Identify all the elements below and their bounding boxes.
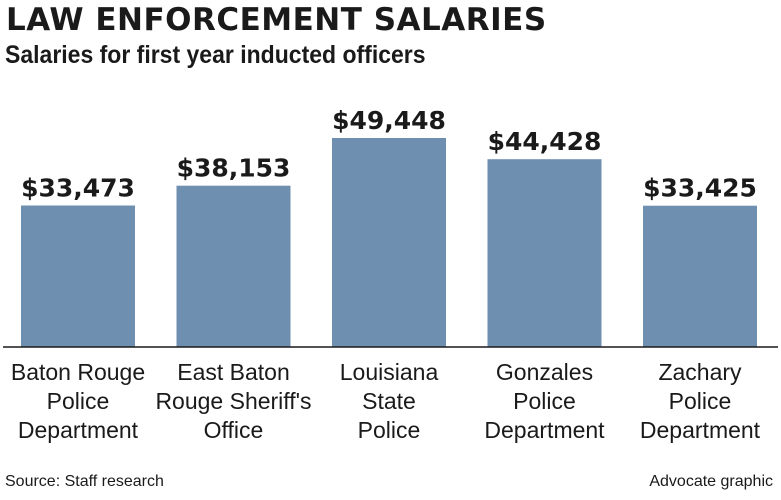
graphic-credit: Advocate graphic [649, 473, 773, 490]
category-label-2-line-1: State [362, 388, 416, 414]
value-label-2: $49,448 [332, 106, 446, 135]
category-label-4-line-0: Zachary [658, 359, 742, 385]
category-label-1-line-2: Office [204, 417, 264, 443]
chart-subtitle: Salaries for first year inducted officer… [5, 41, 426, 69]
bar-chart: $33,473 Baton Rouge Police Department $38,15… [3, 106, 778, 443]
category-label-2-line-2: Police [358, 417, 421, 443]
bar-0 [21, 205, 135, 347]
category-label-4-line-2: Department [640, 417, 761, 443]
value-label-4: $33,425 [643, 174, 757, 203]
category-label-4-line-1: Police [669, 388, 732, 414]
bar-4 [643, 205, 757, 347]
value-label-3: $44,428 [488, 127, 602, 156]
value-label-0: $33,473 [21, 174, 135, 203]
bar-3 [487, 159, 602, 347]
source-note: Source: Staff research [5, 473, 164, 490]
category-label-3-line-1: Police [513, 388, 576, 414]
bar-2 [332, 138, 446, 347]
category-label-0-line-0: Baton Rouge [11, 359, 145, 385]
category-label-0-line-1: Police [47, 388, 110, 414]
category-label-3-line-2: Department [484, 417, 605, 443]
chart-title: LAW ENFORCEMENT SALARIES [6, 2, 547, 38]
category-label-3-line-0: Gonzales [496, 359, 593, 385]
category-label-1-line-0: East Baton [177, 359, 290, 385]
bar-1 [176, 185, 291, 347]
category-label-0-line-2: Department [18, 417, 139, 443]
category-label-2-line-0: Louisiana [340, 359, 439, 385]
value-label-1: $38,153 [177, 154, 291, 183]
category-label-1-line-1: Rouge Sheriff's [155, 388, 311, 414]
